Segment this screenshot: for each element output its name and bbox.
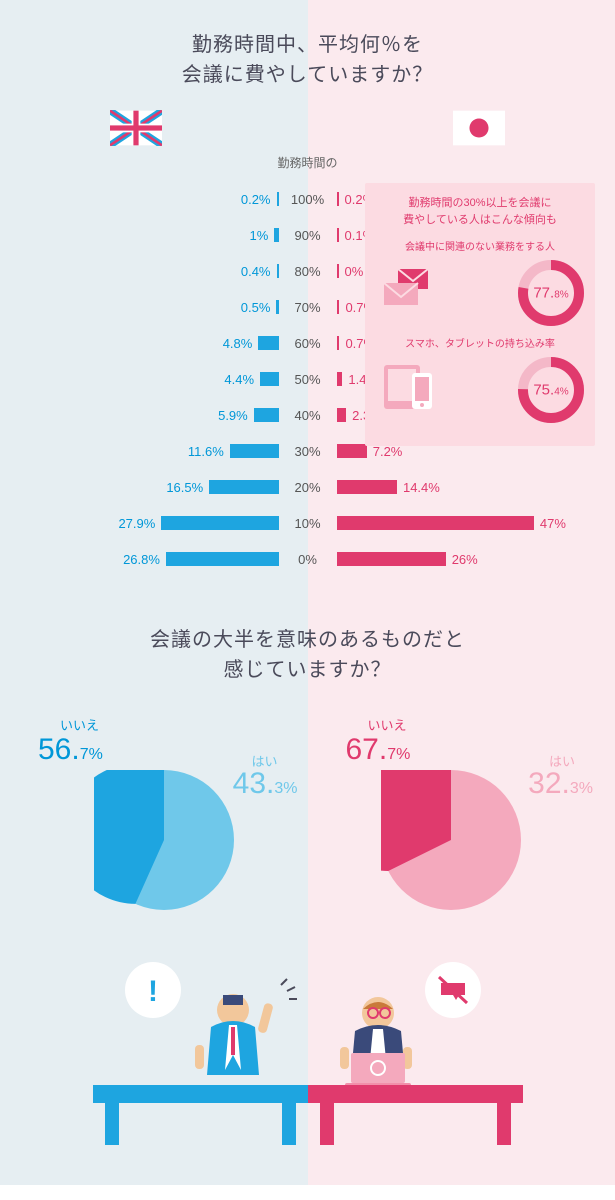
axis-label: 勤務時間の xyxy=(20,154,595,171)
q1-title-l1: 勤務時間中、平均何％を xyxy=(192,34,423,56)
tick: 10% xyxy=(279,516,337,531)
jp-bar xyxy=(337,516,534,530)
tick: 30% xyxy=(279,444,337,459)
uk-pct: 0.4% xyxy=(235,264,277,279)
q2-title-l2: 感じていますか？ xyxy=(224,659,392,681)
jp-pct: 26% xyxy=(446,552,484,567)
uk-pct: 11.6% xyxy=(182,444,230,459)
jp-yes-val: 32.3% xyxy=(528,767,593,801)
uk-bar xyxy=(209,480,278,494)
tick: 50% xyxy=(279,372,337,387)
info-title: 勤務時間の30%以上を会議に 費やしている人はこんな傾向も xyxy=(375,195,585,228)
donut1: 77.8% xyxy=(517,259,585,327)
uk-pct: 27.9% xyxy=(112,516,161,531)
uk-bar xyxy=(161,516,278,530)
uk-bar xyxy=(260,372,278,386)
jp-bar xyxy=(337,408,347,422)
envelope-icon xyxy=(375,269,445,318)
jp-bar xyxy=(337,480,397,494)
bar-row: 26.8% 0% 26% xyxy=(20,543,595,575)
uk-pie xyxy=(94,770,234,910)
uk-no-label: いいえ xyxy=(60,715,99,734)
info-sub1: 会議中に関連のない業務をする人 xyxy=(375,238,585,253)
uk-pct: 4.8% xyxy=(217,336,259,351)
jp-no-label: いいえ xyxy=(368,715,407,734)
illustration: ! xyxy=(20,955,595,1145)
info-row1: 77.8% xyxy=(375,259,585,327)
uk-bar xyxy=(166,552,279,566)
tick: 90% xyxy=(279,228,337,243)
uk-yes-val: 43.3% xyxy=(233,767,298,801)
donut2: 75.4% xyxy=(517,356,585,424)
jp-no-val: 67.7% xyxy=(346,733,411,767)
tick: 0% xyxy=(279,552,337,567)
tick: 100% xyxy=(279,192,337,207)
pies: いいえ 56.7% はい 43.3% いいえ 67.7% はい xyxy=(20,715,595,925)
uk-pct: 4.4% xyxy=(218,372,260,387)
uk-pct: 0.5% xyxy=(235,300,277,315)
uk-pct: 16.5% xyxy=(160,480,209,495)
info-sub2: スマホ、タブレットの持ち込み率 xyxy=(375,335,585,350)
uk-bar xyxy=(254,408,279,422)
tick: 20% xyxy=(279,480,337,495)
q1-title: 勤務時間中、平均何％を 会議に費やしていますか？ xyxy=(20,30,595,90)
tablet-phone-icon xyxy=(375,363,445,418)
jp-pie-half: いいえ 67.7% はい 32.3% xyxy=(308,715,596,925)
uk-bar xyxy=(230,444,279,458)
tick: 40% xyxy=(279,408,337,423)
tick: 60% xyxy=(279,336,337,351)
jp-pct: 47% xyxy=(534,516,572,531)
uk-pct: 26.8% xyxy=(117,552,166,567)
uk-flag-icon xyxy=(110,110,162,146)
uk-pct: 0.2% xyxy=(235,192,277,207)
q2-title-l1: 会議の大半を意味のあるものだと xyxy=(150,629,465,651)
uk-bar xyxy=(258,336,278,350)
q1-title-l2: 会議に費やしていますか？ xyxy=(182,64,433,86)
flags xyxy=(20,110,595,146)
info-row2: 75.4% xyxy=(375,356,585,424)
jp-flag-icon xyxy=(453,110,505,146)
uk-pct: 1% xyxy=(244,228,275,243)
uk-no-val: 56.7% xyxy=(38,733,103,767)
info-box: 勤務時間の30%以上を会議に 費やしている人はこんな傾向も 会議中に関連のない業… xyxy=(365,183,595,446)
uk-pie-half: いいえ 56.7% はい 43.3% xyxy=(20,715,308,925)
tick: 70% xyxy=(279,300,337,315)
bar-chart: 勤務時間の30%以上を会議に 費やしている人はこんな傾向も 会議中に関連のない業… xyxy=(20,183,595,575)
bar-row: 16.5% 20% 14.4% xyxy=(20,471,595,503)
tick: 80% xyxy=(279,264,337,279)
jp-bar xyxy=(337,552,446,566)
jp-pie xyxy=(381,770,521,910)
bar-row: 27.9% 10% 47% xyxy=(20,507,595,539)
jp-bar xyxy=(337,444,367,458)
svg-text:!: ! xyxy=(148,975,158,1008)
q2-title: 会議の大半を意味のあるものだと 感じていますか？ xyxy=(20,625,595,685)
jp-pct: 14.4% xyxy=(397,480,446,495)
uk-pct: 5.9% xyxy=(212,408,254,423)
